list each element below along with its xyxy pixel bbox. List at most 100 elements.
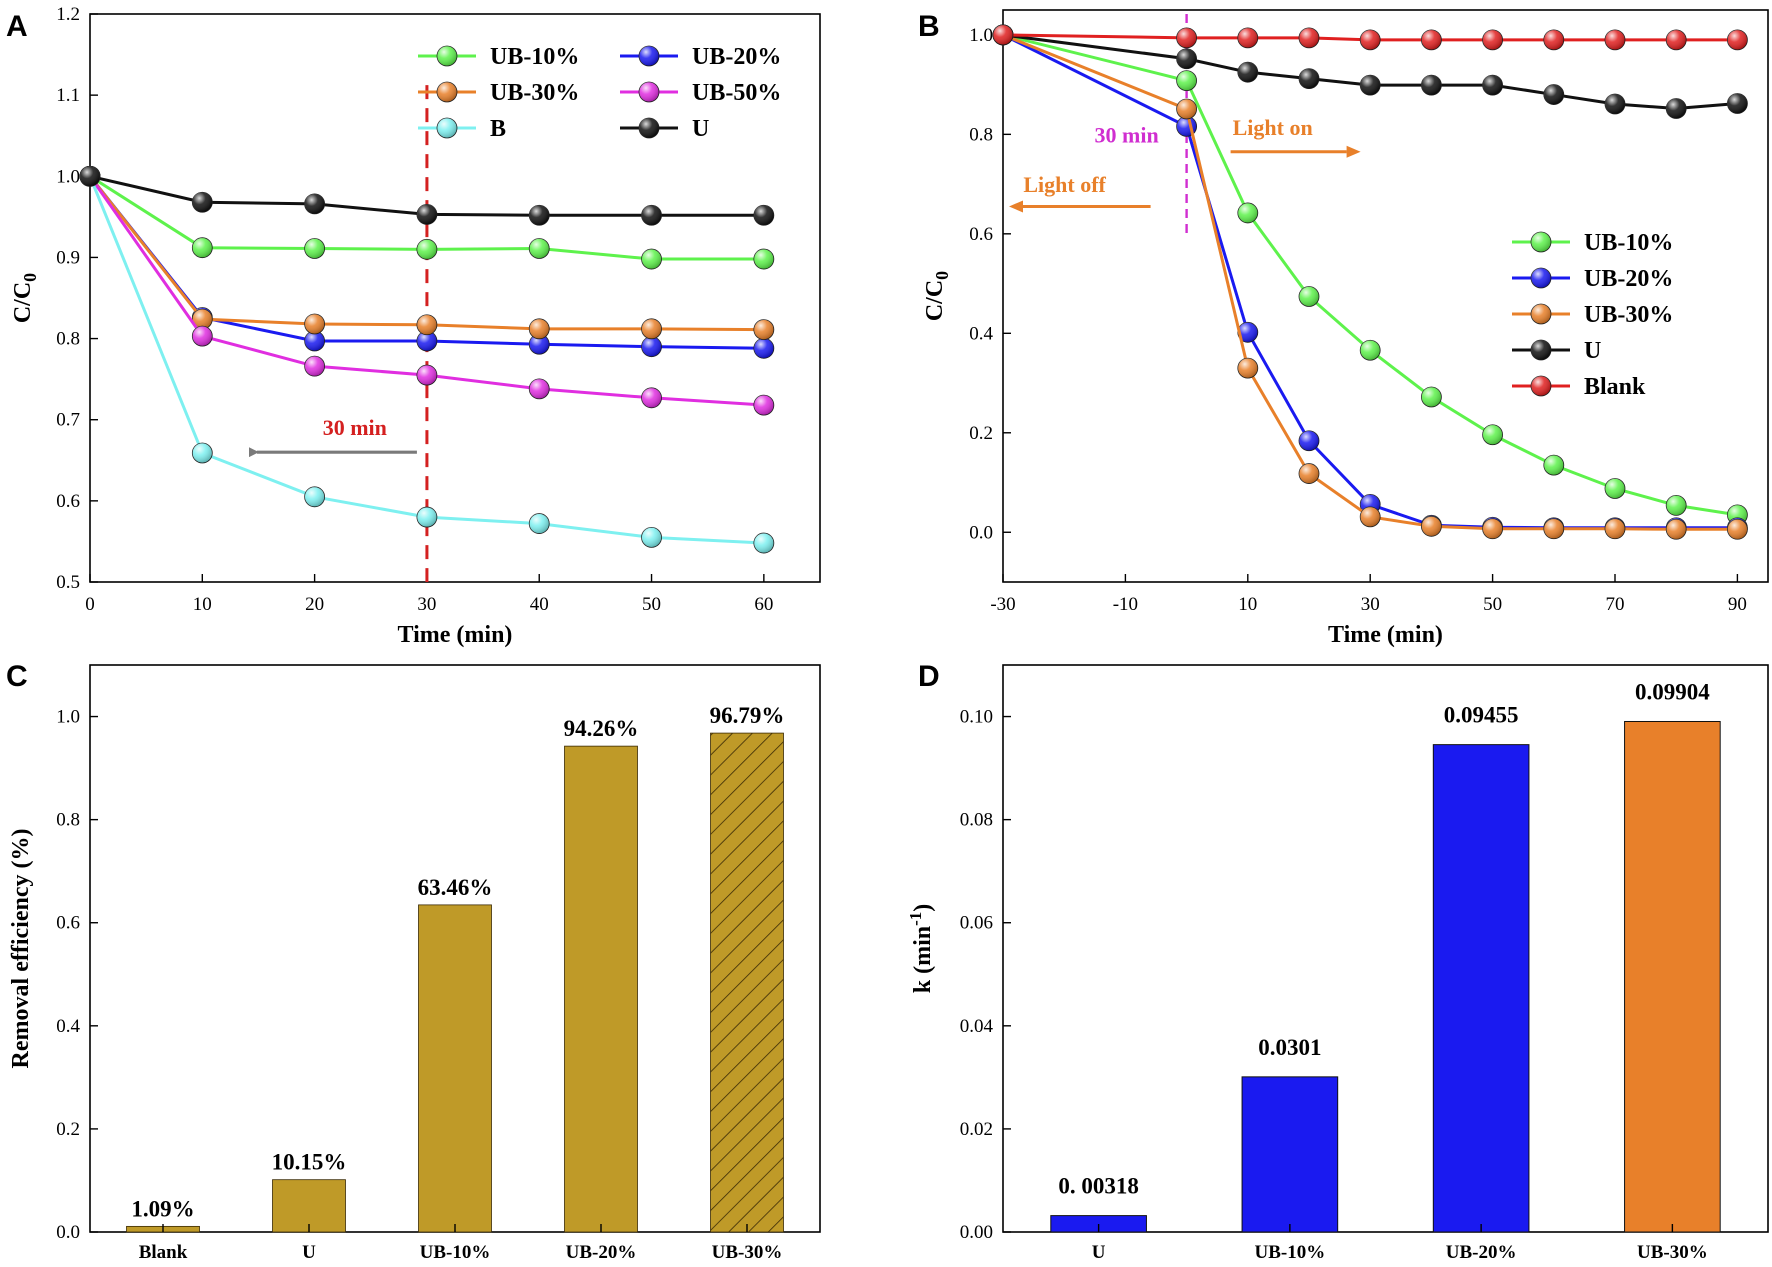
panel-b-ylabel: C/C0 (922, 271, 952, 321)
panel-b-xtick-label: 50 (1483, 594, 1502, 615)
panel-a-ytick-label: 0.9 (56, 247, 80, 268)
panel-c-ytick-label: 1.0 (56, 707, 80, 728)
panel-b-legend-label: U (1584, 338, 1601, 364)
panel-c-category-label: U (302, 1242, 316, 1263)
panel-a-legend-label: U (692, 116, 709, 142)
panel-a-point-shine (304, 313, 325, 334)
panel-b-ytick-label: 1.0 (969, 25, 993, 46)
panel-a-xtick-label: 30 (417, 594, 436, 615)
panel-b-point-shine (1237, 62, 1258, 83)
panel-a-point-shine (304, 238, 325, 259)
panel-b-point-shine (1482, 75, 1503, 96)
panel-c-bar (272, 1179, 346, 1233)
panel-b-point-shine (1176, 98, 1197, 119)
panel-a-point-shine (192, 442, 213, 463)
panel-b-legend-label: UB-20% (1584, 266, 1673, 292)
panel-a-legend-label: UB-50% (692, 80, 781, 106)
panel-d-ylabel-part: -1 (906, 912, 925, 926)
panel-a-point-shine (529, 378, 550, 399)
panel-d-ytick-label: 0.00 (960, 1222, 993, 1243)
panel-b-point-shine (1299, 27, 1319, 48)
panel-c-ytick-label: 0.4 (56, 1016, 80, 1037)
panel-b-xtick-label: -10 (1113, 594, 1138, 615)
panel-b-frame (1002, 9, 1769, 583)
panel-b-point-shine (1605, 518, 1625, 539)
panel-a-legend-marker-shine (437, 82, 457, 102)
panel-b-ytick-label: 0.6 (969, 224, 993, 245)
panel-d-bar (1241, 1076, 1339, 1233)
panel-b-light-off-head (1009, 200, 1023, 213)
panel-d-ylabel-part: ) (910, 904, 936, 912)
panel-a-frame (89, 13, 821, 583)
panel-b-point-shine (1727, 29, 1748, 50)
panel-b-legend-marker-shine (1531, 232, 1551, 252)
panel-a-legend-label: UB-20% (692, 44, 781, 70)
panel-b-legend-marker-shine (1531, 376, 1551, 396)
panel-b-xtick-label: 70 (1606, 594, 1625, 615)
panel-b-point-shine (1237, 358, 1258, 379)
panel-a-point-shine (641, 336, 662, 357)
panel-a-point-shine (304, 193, 325, 214)
panel-a-ytick-label: 0.6 (56, 491, 80, 512)
panel-a-legend-item: UB-50% (620, 80, 781, 106)
panel-d-bar (1432, 744, 1530, 1233)
panel-a-point-shine (753, 395, 774, 416)
panel-a-point-shine (753, 533, 774, 554)
panel-d-value-label: 0.09455 (1444, 703, 1519, 728)
panel-b-legend-item: UB-10% (1512, 230, 1673, 256)
panel-a-legend-item: UB-20% (620, 44, 781, 70)
panel-b-ytick-label: 0.0 (969, 522, 993, 543)
panel-d-category-label: UB-20% (1446, 1242, 1517, 1263)
panel-a-letter: A (6, 10, 28, 43)
panel-a-xtick-label: 50 (642, 594, 661, 615)
panel-a-legend-label: UB-10% (490, 44, 579, 70)
panel-b-point-shine (1666, 29, 1687, 50)
panel-d-value-label: 0.09904 (1635, 679, 1710, 704)
panel-a-point-shine (529, 513, 550, 534)
panel-b-point-shine (1299, 286, 1319, 307)
panel-a-point-shine (192, 192, 213, 213)
panel-a-legend-item: U (620, 116, 709, 142)
panel-c-category-label: UB-10% (420, 1242, 491, 1263)
panel-c-value-label: 63.46% (418, 875, 493, 900)
panel-a-xlabel: Time (min) (398, 622, 513, 648)
panel-c-value-label: 96.79% (710, 703, 785, 728)
panel-b-legend-item: UB-20% (1512, 266, 1673, 292)
panel-a-point-shine (416, 507, 437, 528)
panel-a-ylabel: C/C0 (10, 273, 40, 323)
panel-b-point-shine (1543, 455, 1564, 476)
panel-d-ytick-label: 0.10 (960, 707, 993, 728)
panel-d-value-label: 0. 00318 (1058, 1174, 1139, 1199)
panel-a-ylabel-main: C/C (10, 282, 36, 323)
panel-c-bar (710, 732, 784, 1233)
panel-c-ytick-label: 0.0 (56, 1222, 80, 1243)
panel-a-point-shine (753, 205, 774, 226)
panel-a-point-shine (753, 319, 774, 340)
panel-b-ytick-label: 0.4 (969, 323, 993, 344)
panel-b-point-shine (1482, 518, 1503, 539)
panel-a-ytick-label: 1.2 (56, 4, 80, 25)
panel-a-point-shine (416, 331, 437, 352)
panel-b-ylabel-sub: 0 (932, 271, 952, 280)
panel-a-point-shine (641, 387, 662, 408)
panel-b-point-shine (1421, 516, 1442, 537)
panel-b-point-shine (1360, 340, 1381, 361)
panel-b-point-shine (1176, 48, 1197, 69)
panel-b-point-shine (1176, 70, 1197, 91)
panel-a-point-shine (641, 205, 662, 226)
panel-d-ylabel: k (min-1) (906, 904, 936, 994)
panel-c-ytick-label: 0.2 (56, 1119, 80, 1140)
panel-b-light-off: Light off (1023, 172, 1106, 197)
panel-b-point-shine (1299, 68, 1319, 89)
panel-a-legend-label: UB-30% (490, 80, 579, 106)
panel-b-point-shine (1482, 424, 1503, 445)
panel-c-category-label: UB-20% (566, 1242, 637, 1263)
panel-d-ytick-label: 0.02 (960, 1119, 993, 1140)
panel-a-point-shine (416, 365, 437, 386)
panel-d-bar (1624, 720, 1721, 1233)
panel-c-bar (418, 904, 492, 1233)
panel-b-legend-marker-shine (1531, 340, 1551, 360)
panel-a-xtick-label: 0 (85, 594, 95, 615)
panel-b-point-shine (1605, 29, 1625, 50)
